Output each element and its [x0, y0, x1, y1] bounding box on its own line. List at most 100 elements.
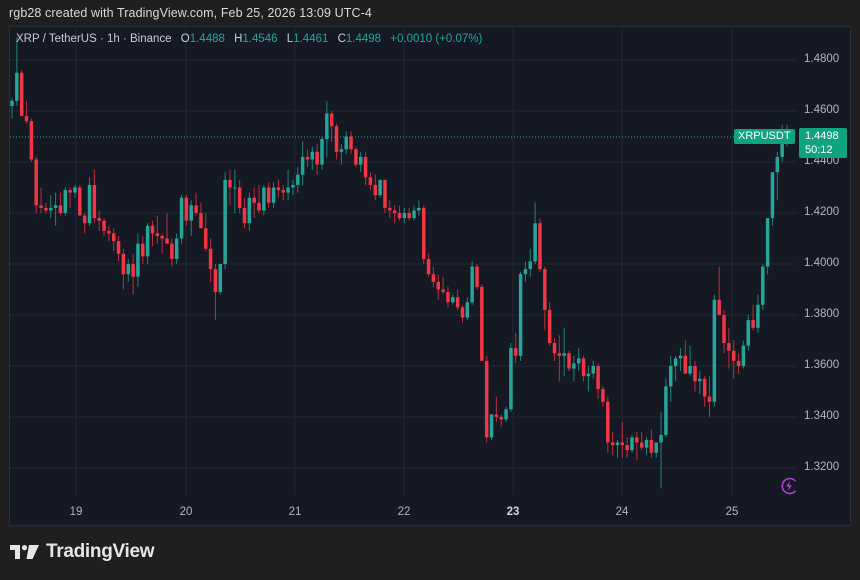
candle [673, 355, 678, 382]
candle [53, 192, 58, 226]
candle [97, 210, 101, 231]
symbol-label[interactable]: XRP / TetherUS · 1h · Binance [16, 33, 172, 45]
candle [712, 294, 717, 407]
candle [702, 376, 707, 407]
candle [683, 340, 688, 374]
candle [630, 434, 634, 453]
candle [514, 332, 518, 364]
candle [141, 235, 145, 264]
candle [10, 98, 14, 119]
candle [751, 304, 755, 331]
time-tick-label: 20 [179, 506, 193, 518]
candle [315, 144, 319, 175]
candle [63, 187, 68, 216]
candle [523, 261, 528, 282]
candle [606, 396, 610, 453]
candle [596, 363, 600, 400]
candle [121, 248, 126, 290]
chart-frame[interactable] [9, 26, 851, 526]
candle [102, 218, 106, 236]
candle [19, 70, 24, 117]
candle [68, 187, 72, 208]
candle [644, 437, 649, 456]
candle [426, 253, 431, 277]
symbol-price-tag: XRPUSDT [734, 129, 795, 144]
candle [237, 179, 242, 213]
candle [378, 179, 382, 198]
candle [233, 169, 237, 213]
candle [722, 309, 726, 354]
candle [363, 151, 368, 185]
candle [552, 337, 557, 361]
candle [271, 182, 276, 208]
candle [659, 411, 663, 489]
brand-name: TradingView [46, 541, 155, 562]
candle [412, 205, 416, 221]
candle [329, 111, 334, 142]
candle [601, 386, 605, 407]
lightning-bolt-icon[interactable] [780, 477, 798, 495]
candle [262, 184, 266, 216]
time-tick-label: 25 [725, 506, 739, 518]
candle [296, 167, 300, 193]
candle [145, 223, 150, 264]
candle [24, 100, 29, 124]
tradingview-logo[interactable]: TradingView [10, 541, 155, 563]
candle [446, 286, 450, 308]
candle [567, 350, 571, 372]
candle [320, 136, 324, 170]
candle [136, 233, 140, 287]
last-price-tag: 1.4498 50:12 [799, 128, 847, 158]
candle [586, 366, 591, 392]
candle [727, 327, 731, 369]
time-tick-label: 21 [288, 506, 302, 518]
candle [688, 345, 692, 377]
candle [664, 378, 668, 438]
price-tick-label: 1.4800 [804, 53, 840, 65]
candle [15, 37, 19, 106]
price-tick-label: 1.4200 [804, 206, 840, 218]
candle [761, 264, 765, 310]
candle [480, 284, 484, 361]
candle [383, 179, 387, 213]
chart-caption: rgb28 created with TradingView.com, Feb … [9, 6, 372, 20]
high-value: 1.4546 [242, 33, 278, 45]
candle [126, 258, 130, 282]
price-tick-label: 1.4600 [804, 104, 840, 116]
open-value: 1.4488 [189, 33, 225, 45]
close-key: C [337, 33, 346, 45]
candle [242, 197, 247, 229]
candle [305, 149, 310, 168]
candle [184, 195, 189, 226]
candle [199, 202, 203, 229]
candle [765, 218, 770, 275]
candle [654, 442, 658, 458]
candle [576, 348, 581, 372]
candle [213, 264, 218, 321]
candle [707, 376, 712, 417]
candle [581, 355, 586, 382]
candle [204, 213, 208, 252]
candle [208, 238, 213, 282]
candle [87, 177, 92, 226]
tradingview-logo-icon [10, 545, 39, 559]
candle [775, 151, 780, 201]
candle [34, 156, 38, 213]
candle [131, 253, 135, 295]
candle [276, 179, 281, 198]
candle [509, 343, 513, 412]
candle [73, 184, 77, 198]
price-tick-label: 1.3200 [804, 461, 840, 473]
price-tick-label: 1.4400 [804, 155, 840, 167]
candle [82, 213, 87, 234]
candle [58, 192, 63, 216]
candle [475, 264, 479, 290]
candle [174, 233, 179, 264]
candle [228, 169, 232, 206]
candle [610, 432, 615, 456]
candle [451, 294, 455, 305]
candle [107, 225, 111, 242]
change-value: +0.0010 (+0.07%) [390, 33, 483, 45]
candle [639, 432, 644, 451]
